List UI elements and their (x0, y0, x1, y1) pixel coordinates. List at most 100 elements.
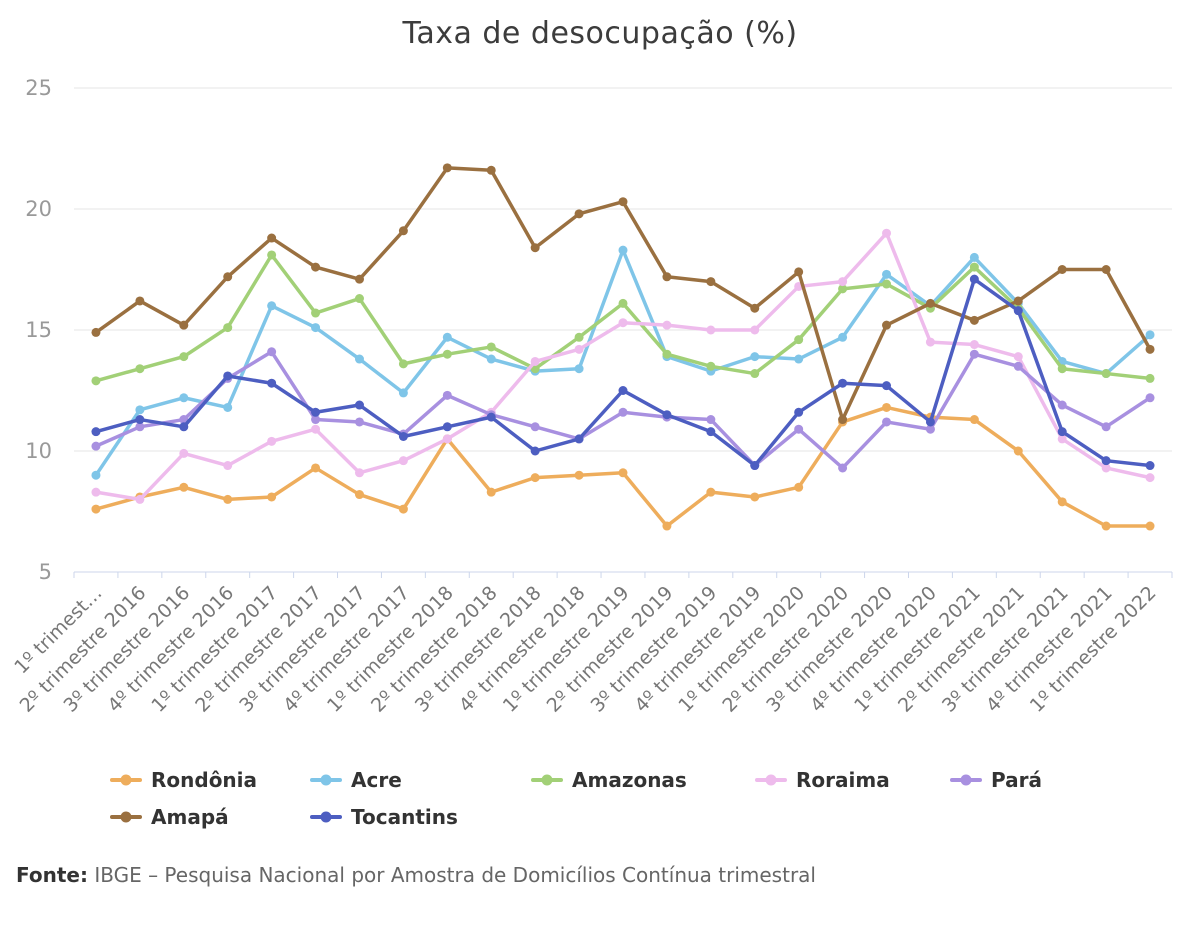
legend-label: Roraima (796, 768, 890, 792)
legend-marker-dot-icon (960, 774, 972, 786)
series-point-Acre (442, 332, 452, 342)
series-point-Amazonas (354, 294, 364, 304)
series-point-Pará (135, 422, 145, 432)
series-point-Amapá (925, 298, 935, 308)
series-point-Acre (135, 405, 145, 415)
series-point-Amapá (750, 303, 760, 313)
legend-item-Acre[interactable]: Acre (310, 768, 531, 792)
series-point-Tocantins (706, 427, 716, 437)
series-point-Amazonas (662, 349, 672, 359)
legend-label: Amazonas (572, 768, 687, 792)
legend-label: Pará (991, 768, 1042, 792)
series-point-Acre (223, 402, 233, 412)
series-point-Rondônia (750, 492, 760, 502)
series-point-Amazonas (267, 250, 277, 260)
series-point-Acre (969, 252, 979, 262)
legend-item-Amapá[interactable]: Amapá (110, 805, 310, 829)
series-point-Rondônia (91, 504, 101, 514)
series-point-Rondônia (223, 494, 233, 504)
legend-item-Tocantins[interactable]: Tocantins (310, 805, 531, 829)
series-point-Amazonas (969, 262, 979, 272)
series-point-Rondônia (618, 468, 628, 478)
series-point-Roraima (179, 448, 189, 458)
series-point-Roraima (618, 318, 628, 328)
legend-marker-dot-icon (120, 811, 132, 823)
series-point-Tocantins (1057, 427, 1067, 437)
series-point-Roraima (398, 456, 408, 466)
series-point-Acre (91, 470, 101, 480)
series-point-Pará (969, 349, 979, 359)
series-point-Acre (750, 352, 760, 362)
source-text: IBGE – Pesquisa Nacional por Amostra de … (94, 863, 816, 887)
series-point-Rondônia (1057, 497, 1067, 507)
legend-marker-icon (950, 774, 982, 786)
legend-marker-icon (310, 811, 342, 823)
legend-item-Rondônia[interactable]: Rondônia (110, 768, 310, 792)
series-point-Acre (354, 354, 364, 364)
series-point-Acre (1145, 330, 1155, 340)
series-point-Tocantins (223, 371, 233, 381)
series-point-Roraima (1057, 434, 1067, 444)
series-point-Tocantins (530, 446, 540, 456)
legend-item-Pará[interactable]: Pará (950, 768, 1200, 792)
series-point-Amazonas (1145, 373, 1155, 383)
series-point-Tocantins (486, 412, 496, 422)
series-point-Amazonas (223, 323, 233, 333)
series-point-Acre (882, 269, 892, 279)
series-point-Pará (530, 422, 540, 432)
series-point-Pará (354, 417, 364, 427)
series-point-Tocantins (794, 407, 804, 417)
legend-item-Amazonas[interactable]: Amazonas (531, 768, 755, 792)
chart-title: Taxa de desocupação (%) (402, 16, 798, 51)
series-point-Rondônia (1145, 521, 1155, 531)
series-point-Rondônia (1101, 521, 1111, 531)
series-point-Amapá (91, 327, 101, 337)
y-axis-label: 25 (25, 76, 52, 100)
series-point-Amazonas (618, 298, 628, 308)
series-point-Pará (1057, 400, 1067, 410)
series-point-Pará (882, 417, 892, 427)
series-point-Roraima (750, 325, 760, 335)
series-point-Acre (794, 354, 804, 364)
series-point-Roraima (1013, 352, 1023, 362)
series-point-Rondônia (530, 473, 540, 483)
series-point-Amazonas (135, 364, 145, 374)
series-point-Rondônia (311, 463, 321, 473)
series-point-Tocantins (662, 410, 672, 420)
source-note: Fonte: IBGE – Pesquisa Nacional por Amos… (16, 863, 1200, 887)
legend-marker-icon (110, 774, 142, 786)
series-point-Roraima (442, 434, 452, 444)
series-point-Rondônia (882, 402, 892, 412)
series-point-Pará (267, 347, 277, 357)
series-point-Tocantins (882, 381, 892, 391)
series-point-Amazonas (486, 342, 496, 352)
series-point-Rondônia (398, 504, 408, 514)
series-point-Amapá (311, 262, 321, 272)
legend-marker-dot-icon (120, 774, 132, 786)
series-line-Roraima (94, 231, 1152, 502)
series-point-Tocantins (135, 415, 145, 425)
series-point-Amapá (1057, 265, 1067, 274)
series-point-Acre (398, 388, 408, 398)
series-point-Roraima (135, 494, 145, 504)
legend-item-Roraima[interactable]: Roraima (755, 768, 950, 792)
series-point-Tocantins (442, 422, 452, 432)
series-point-Pará (1145, 393, 1155, 403)
series-point-Amazonas (882, 279, 892, 289)
legend-label: Acre (351, 768, 402, 792)
series-point-Roraima (925, 337, 935, 347)
series-point-Pará (442, 390, 452, 400)
series-point-Pará (1101, 422, 1111, 432)
series-point-Rondônia (267, 492, 277, 502)
series-point-Acre (838, 332, 848, 342)
legend-label: Tocantins (351, 805, 458, 829)
legend-marker-icon (531, 774, 563, 786)
series-point-Pará (925, 424, 935, 434)
series-point-Rondônia (794, 482, 804, 492)
series-point-Amapá (618, 197, 628, 207)
series-point-Tocantins (1101, 456, 1111, 466)
series-point-Amazonas (398, 359, 408, 369)
series-point-Amapá (530, 243, 540, 253)
